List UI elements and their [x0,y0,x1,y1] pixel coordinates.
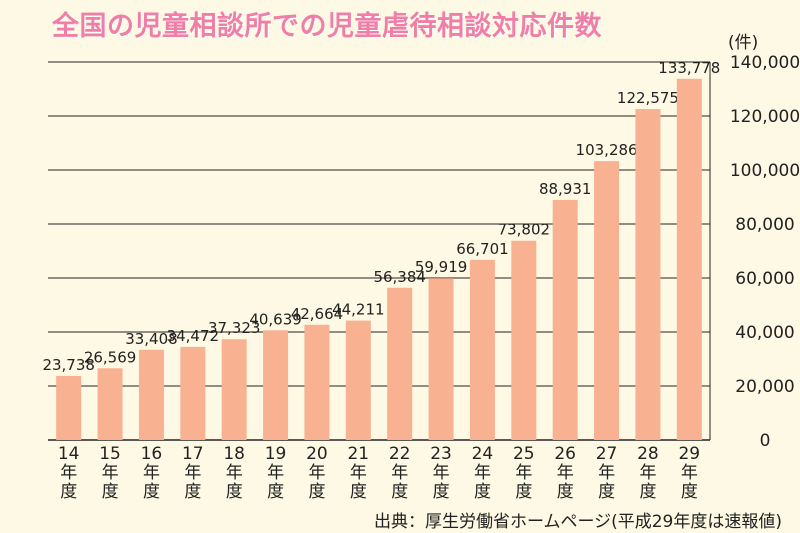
x-tick-label: 28 [637,444,659,464]
x-tick-label-suffix: 度 [474,482,491,502]
x-tick-label: 14 [58,444,80,464]
x-tick-label: 16 [141,444,163,464]
bar [469,259,495,440]
x-tick-label-suffix: 度 [267,482,284,502]
bar [676,78,702,440]
y-axis-unit-label: (件) [728,33,759,53]
y-tick-label: 140,000 [730,53,800,73]
x-tick-label: 22 [389,444,411,464]
bar [56,375,82,440]
x-tick-label: 17 [182,444,204,464]
x-tick-label-suffix: 度 [681,482,698,502]
chart-title: 全国の児童相談所での児童虐待相談対応件数 [52,11,602,42]
data-label: 40,639 [249,310,302,328]
data-label: 88,931 [539,180,592,198]
x-tick-label-suffix: 年 [433,463,450,483]
source-note: 出典：厚生労働省ホームページ(平成29年度は速報値) [373,512,782,532]
x-tick-label-suffix: 年 [143,463,160,483]
x-tick-label-suffix: 年 [391,463,408,483]
bar [221,339,247,440]
x-tick-label-suffix: 年 [350,463,367,483]
y-tick-label: 60,000 [735,269,794,289]
x-tick-label-suffix: 年 [474,463,491,483]
x-tick-label: 26 [554,444,576,464]
data-label: 103,286 [576,141,638,159]
x-tick-label-suffix: 年 [681,463,698,483]
x-tick-label-suffix: 年 [267,463,284,483]
y-tick-label: 20,000 [735,377,794,397]
data-label: 59,919 [415,258,468,276]
x-tick-label-suffix: 度 [391,482,408,502]
bar [97,368,123,440]
x-tick-label-suffix: 度 [350,482,367,502]
x-tick-label-suffix: 年 [557,463,574,483]
y-tick-label: 0 [760,431,771,451]
bar [138,349,164,440]
y-tick-label: 40,000 [735,323,794,343]
x-tick-label: 21 [347,444,369,464]
data-label: 23,738 [42,356,95,374]
x-tick-label: 23 [430,444,452,464]
x-tick-label-suffix: 度 [102,482,119,502]
bar [511,240,537,440]
data-label: 44,211 [332,301,385,319]
y-tick-label: 100,000 [730,161,800,181]
x-tick-label: 19 [265,444,287,464]
x-tick-label-suffix: 年 [102,463,119,483]
bar [180,346,206,440]
x-tick-label-suffix: 度 [433,482,450,502]
data-label: 56,384 [373,268,426,286]
x-tick-label: 18 [223,444,245,464]
x-tick-label-suffix: 年 [60,463,77,483]
x-tick-label: 29 [678,444,700,464]
data-label: 34,472 [167,327,220,345]
x-tick-label-suffix: 度 [308,482,325,502]
x-tick-label-suffix: 度 [60,482,77,502]
x-tick-label-suffix: 度 [557,482,574,502]
bar [387,287,413,440]
x-tick-label-suffix: 年 [184,463,201,483]
bar [552,199,578,440]
x-tick-label: 20 [306,444,328,464]
x-tick-label: 25 [513,444,535,464]
bar [345,320,371,440]
bar [428,278,454,440]
x-tick-label-suffix: 年 [598,463,615,483]
bar [263,330,289,440]
x-tick-label-suffix: 度 [515,482,532,502]
x-tick-label: 27 [596,444,618,464]
data-label: 133,778 [658,59,720,77]
bar [635,109,661,441]
y-tick-label: 80,000 [735,215,794,235]
bar [594,161,620,440]
x-tick-label-suffix: 度 [226,482,243,502]
data-label: 42,664 [291,305,344,323]
data-label: 37,323 [208,319,261,337]
x-tick-label: 15 [99,444,121,464]
x-tick-label-suffix: 年 [515,463,532,483]
x-tick-label-suffix: 度 [143,482,160,502]
bar [304,324,330,440]
data-label: 122,575 [617,89,679,107]
y-tick-label: 120,000 [730,107,800,127]
x-tick-label: 24 [472,444,494,464]
x-tick-label-suffix: 度 [639,482,656,502]
x-tick-label-suffix: 度 [184,482,201,502]
x-tick-label-suffix: 年 [639,463,656,483]
x-tick-label-suffix: 度 [598,482,615,502]
data-label: 66,701 [456,240,509,258]
data-label: 26,569 [84,348,137,366]
data-label: 33,408 [125,330,178,348]
x-tick-label-suffix: 年 [308,463,325,483]
x-tick-label-suffix: 年 [226,463,243,483]
data-label: 73,802 [498,221,551,239]
